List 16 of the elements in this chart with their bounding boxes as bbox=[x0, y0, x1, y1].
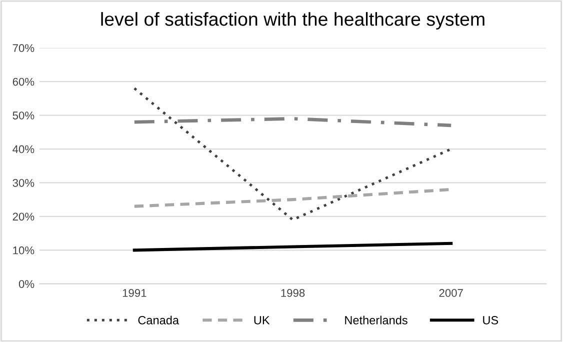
chart-title: level of satisfaction with the healthcare system bbox=[101, 12, 484, 30]
y-tick-label: 40% bbox=[12, 145, 34, 154]
y-tick-label: 50% bbox=[12, 112, 34, 120]
legend-label: Canada bbox=[138, 316, 180, 324]
legend-label: Netherlands bbox=[345, 316, 408, 324]
x-tick-label: 1991 bbox=[122, 289, 146, 297]
y-tick-label: 10% bbox=[13, 246, 34, 254]
y-tick-label: 30% bbox=[12, 178, 34, 187]
x-tick-label: 1998 bbox=[281, 289, 305, 297]
y-tick-label: 0% bbox=[18, 280, 34, 288]
y-tick-label: 70% bbox=[12, 44, 34, 52]
y-tick-label: 60% bbox=[12, 78, 34, 86]
y-tick-label: 20% bbox=[12, 212, 34, 221]
x-tick-label: 2007 bbox=[439, 289, 463, 297]
legend-label: UK bbox=[254, 316, 270, 324]
legend-label: US bbox=[483, 316, 498, 324]
